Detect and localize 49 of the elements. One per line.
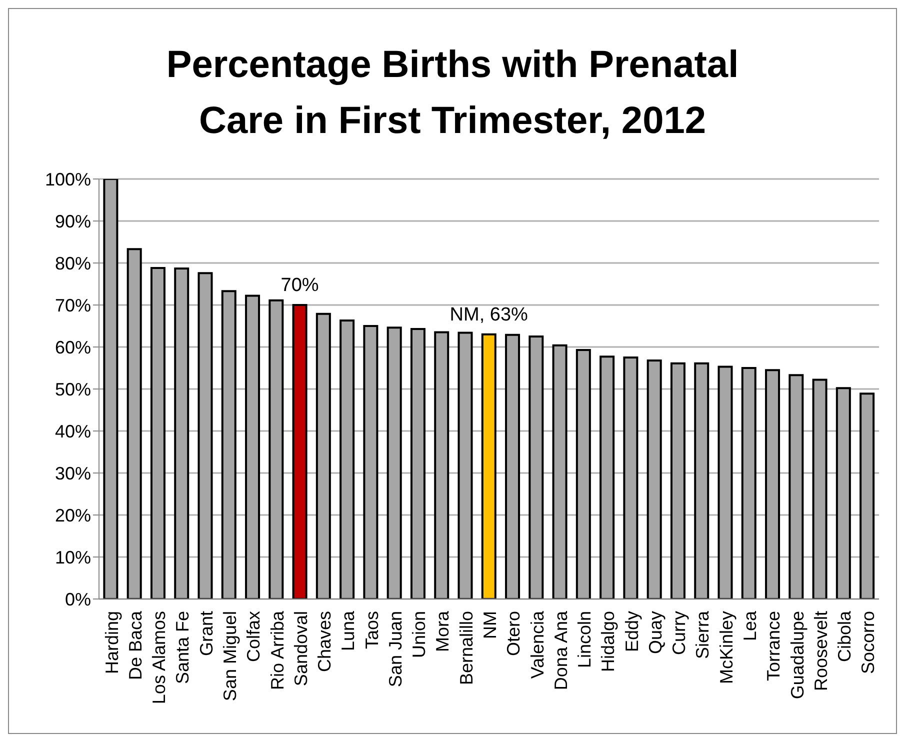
x-tick-label: Mora [432, 610, 453, 652]
x-tick-label: Chaves [314, 611, 335, 672]
annotation: 70% [280, 275, 319, 296]
x-tick-label: Sierra [692, 610, 713, 660]
x-tick-label: McKinley [716, 611, 736, 684]
chart-title: Percentage Births with Prenatal Care in First Trimester, 2012 [165, 43, 740, 144]
x-tick-label: Lea [740, 610, 760, 642]
x-tick-label: San Juan [385, 611, 406, 688]
x-tick-label: Cibola [834, 610, 855, 662]
y-tick-label: 50% [54, 379, 91, 400]
y-tick-label: 0% [64, 589, 91, 610]
y-tick-label: 70% [54, 295, 91, 316]
x-tick-label: Colfax [244, 611, 264, 662]
x-tick-label: NM [480, 611, 500, 639]
y-tick-label: 90% [54, 211, 91, 232]
x-tick-label: Union [409, 611, 430, 658]
x-tick-label: Sandoval [290, 611, 311, 686]
x-tick-label: Grant [196, 611, 216, 656]
x-tick-label: Los Alamos [149, 611, 170, 704]
x-tick-label: Bernalillo [456, 611, 476, 686]
x-tick-label: Torrance [764, 611, 784, 682]
x-tick-label: Socorro [858, 611, 878, 674]
y-tick-label: 30% [54, 463, 91, 484]
bar [481, 333, 496, 599]
x-tick-label: Quay [645, 611, 666, 654]
x-tick-label: Otero [504, 611, 524, 656]
y-tick-label: 20% [54, 505, 91, 526]
y-tick-label: 100% [44, 169, 91, 190]
x-tick-label: Luna [338, 610, 358, 652]
bar [292, 304, 308, 599]
y-tick-label: 60% [54, 337, 91, 358]
y-tick-label: 10% [54, 547, 91, 568]
x-tick-label: Lincoln [574, 611, 595, 668]
y-tick-label: 80% [54, 253, 91, 274]
x-tick-label: Hidalgo [598, 611, 618, 672]
y-tick-label: 40% [54, 421, 91, 442]
annotation: NM, 63% [450, 304, 528, 326]
x-tick-label: Guadalupe [787, 611, 808, 700]
x-tick-label: Dona Ana [550, 610, 571, 690]
x-tick-label: Roosevelt [810, 611, 831, 692]
x-tick-label: Harding [102, 611, 122, 674]
x-tick-label: San Miguel [220, 611, 240, 702]
x-tick-label: Santa Fe [172, 611, 193, 684]
x-tick-label: Taos [362, 611, 382, 650]
x-tick-label: Eddy [622, 611, 642, 652]
x-tick-label: Valencia [527, 610, 548, 679]
x-tick-label: De Baca [125, 610, 146, 680]
x-tick-label: Curry [669, 611, 690, 655]
x-tick-label: Rio Arriba [267, 610, 288, 690]
